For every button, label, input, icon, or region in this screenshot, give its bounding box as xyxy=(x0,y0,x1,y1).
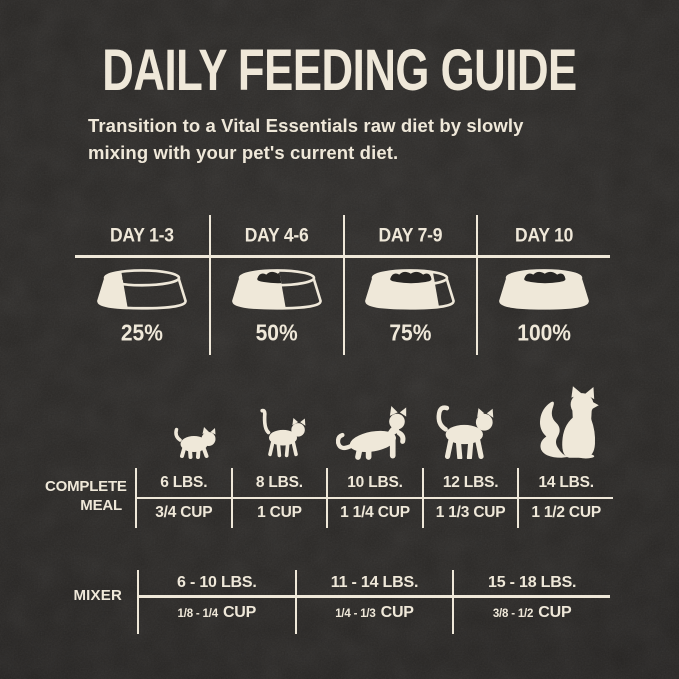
subtitle-line-1: Transition to a Vital Essentials raw die… xyxy=(88,115,524,136)
cat-walking-tail-up-icon xyxy=(260,408,306,458)
kitten-walking-icon xyxy=(174,427,216,459)
cat-sitting-fluffy-icon xyxy=(539,386,599,459)
cup-fraction-range: 1/8 - 1/4 xyxy=(177,608,219,620)
amount-cell: 1 1/4 CUP xyxy=(326,498,422,528)
amount-cell: 1 CUP xyxy=(230,498,327,528)
complete-meal-divider-horizontal xyxy=(135,496,613,500)
cat-stalking-icon xyxy=(336,405,407,460)
day-range-label: DAY 4-6 xyxy=(244,223,309,246)
cup-unit: CUP xyxy=(222,604,257,621)
mixer-table: 6 - 10 LBS. 11 - 14 LBS. 15 - 18 LBS. 1/… xyxy=(137,570,610,634)
day-range-label: DAY 10 xyxy=(515,223,574,246)
weight-range-cell: 15 - 18 LBS. xyxy=(452,570,610,596)
weight-range-cell: 6 - 10 LBS. xyxy=(137,570,295,596)
mixer-label: MIXER xyxy=(73,587,122,604)
amount-cell: 1 1/2 CUP xyxy=(517,498,613,528)
bowl-25-icon xyxy=(97,269,187,310)
amount-range-cell: 1/8 - 1/4 CUP xyxy=(137,596,295,634)
cup-fraction-range: 3/8 - 1/2 xyxy=(492,608,534,620)
subtitle: Transition to a Vital Essentials raw die… xyxy=(88,112,524,166)
bowl-50-icon xyxy=(231,269,322,310)
weight-cell: 8 LBS. xyxy=(230,468,327,498)
page-title: DAILY FEEDING GUIDE xyxy=(102,36,577,103)
amount-cell: 3/4 CUP xyxy=(135,498,231,528)
subtitle-line-2: mixing with your pet's current diet. xyxy=(88,142,399,163)
percent-label: 25% xyxy=(120,320,163,347)
cup-unit: CUP xyxy=(380,604,414,621)
weight-cell: 10 LBS. xyxy=(326,468,422,498)
complete-meal-table: 6 LBS. 8 LBS. 10 LBS. 12 LBS. 14 LBS. 3/… xyxy=(135,468,613,528)
day-range-label: DAY 1-3 xyxy=(109,223,174,246)
cup-fraction-range: 1/4 - 1/3 xyxy=(335,608,376,620)
percent-label: 100% xyxy=(517,320,571,347)
amount-range-cell: 3/8 - 1/2 CUP xyxy=(452,596,610,634)
complete-meal-label-line-1: COMPLETE xyxy=(45,478,127,495)
weight-cell: 12 LBS. xyxy=(421,468,518,498)
transition-column-day-10: DAY 10 100% xyxy=(476,215,610,355)
day-range-label: DAY 7-9 xyxy=(378,223,443,246)
weight-range-cell: 11 - 14 LBS. xyxy=(294,570,453,596)
amount-cell: 1 1/3 CUP xyxy=(421,498,518,528)
percent-label: 50% xyxy=(255,320,298,347)
complete-meal-label-line-2: MEAL xyxy=(80,497,122,514)
weight-cell: 6 LBS. xyxy=(135,468,231,498)
bowl-75-icon xyxy=(365,269,456,310)
percent-label: 75% xyxy=(389,320,432,347)
complete-meal-label: COMPLETE MEAL xyxy=(45,477,127,515)
transition-column-day-1-3: DAY 1-3 25% xyxy=(75,215,209,355)
cup-unit: CUP xyxy=(538,604,572,621)
cat-standing-icon xyxy=(436,405,494,459)
transition-schedule-table: DAY 1-3 25% DAY 4-6 xyxy=(75,215,610,355)
mixer-divider-horizontal xyxy=(137,595,610,598)
transition-column-day-4-6: DAY 4-6 50% xyxy=(208,215,343,355)
transition-column-day-7-9: DAY 7-9 75% xyxy=(342,215,477,355)
bowl-100-icon xyxy=(499,269,589,310)
amount-range-cell: 1/4 - 1/3 CUP xyxy=(294,596,453,634)
weight-cell: 14 LBS. xyxy=(517,468,613,498)
